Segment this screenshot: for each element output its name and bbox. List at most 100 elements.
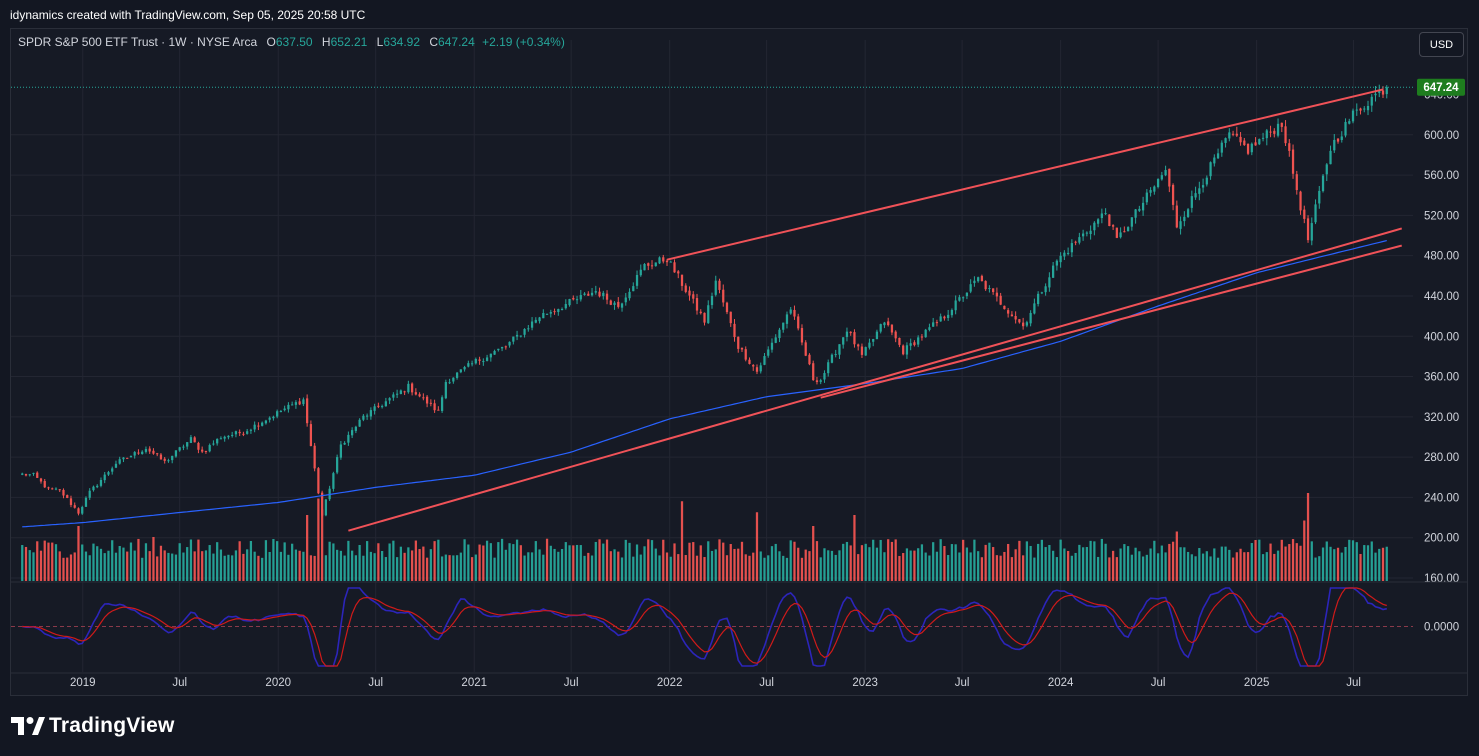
volume-bar: [1141, 556, 1145, 581]
candle-body: [572, 297, 575, 300]
volume-bar: [1040, 539, 1044, 581]
candle-up: [842, 337, 845, 349]
volume-bar: [1351, 540, 1355, 581]
candle-up: [493, 349, 496, 355]
volume-bar: [1209, 556, 1212, 581]
candle-body: [81, 507, 84, 514]
candle-up: [1066, 247, 1070, 256]
candle-down: [410, 382, 414, 396]
volume-bar: [512, 544, 515, 581]
volume-bar: [1108, 557, 1111, 581]
volume-bar: [47, 542, 50, 581]
candle-down: [163, 457, 166, 464]
candle-up: [1228, 128, 1231, 142]
volume-bar: [1070, 555, 1073, 581]
candle-down: [126, 457, 129, 459]
candle-up: [1119, 227, 1122, 239]
volume-bar: [171, 553, 174, 581]
candle-body: [984, 281, 987, 290]
candle-down: [377, 402, 380, 409]
candle-up: [620, 302, 624, 312]
volume-bar: [823, 548, 826, 581]
candle-down: [257, 422, 260, 431]
candle-down: [733, 319, 736, 342]
price-chart[interactable]: 640.00600.00560.00520.00480.00440.00400.…: [0, 0, 1479, 700]
candle-down: [722, 284, 725, 307]
candle-up: [392, 392, 395, 401]
candle-up: [482, 358, 485, 366]
currency-button[interactable]: USD: [1419, 32, 1464, 57]
volume-bar: [1239, 548, 1242, 581]
candle-body: [1246, 143, 1250, 154]
footer: [0, 697, 1479, 756]
volume-bar: [268, 551, 271, 581]
candle-up: [1198, 181, 1201, 201]
volume-bar: [238, 541, 241, 581]
volume-bar: [992, 547, 995, 581]
volume-bar: [624, 539, 627, 581]
volume-bar: [950, 544, 954, 581]
candle-body: [403, 391, 406, 393]
candle-body: [553, 311, 556, 313]
close-label: C: [429, 35, 439, 49]
candle-up: [1374, 85, 1377, 102]
volume-bar: [407, 547, 410, 581]
volume-bar: [965, 547, 969, 581]
volume-bar: [283, 542, 286, 581]
candle-body: [939, 316, 942, 322]
volume-bar: [159, 545, 163, 581]
volume-bar: [560, 548, 564, 581]
volume-bar: [733, 548, 736, 581]
candle-up: [624, 293, 627, 306]
candle-body: [152, 450, 155, 454]
candle-up: [1100, 208, 1103, 224]
candle-up: [246, 428, 249, 435]
candle-up: [838, 344, 841, 359]
candle-body: [1378, 90, 1381, 93]
candle-down: [894, 330, 897, 343]
candle-up: [171, 455, 174, 464]
candle-up: [575, 295, 579, 305]
candle-down: [1111, 224, 1115, 231]
candle-up: [268, 416, 271, 423]
candle-down: [1115, 227, 1118, 239]
candle-body: [1052, 265, 1055, 278]
volume-bar: [328, 541, 331, 581]
volume-bar: [81, 544, 84, 581]
candle-down: [684, 283, 687, 294]
candle-body: [1220, 142, 1223, 153]
candle-down: [1108, 214, 1111, 227]
volume-bar: [658, 555, 661, 581]
oscillator-axis-label: 0.0000: [1424, 622, 1459, 634]
volume-bar: [253, 551, 256, 581]
candle-body: [662, 257, 665, 262]
candle-body: [1141, 202, 1145, 211]
candle-up: [868, 338, 871, 350]
volume-bar: [369, 551, 372, 581]
last-price-label: 647.24: [1423, 82, 1459, 94]
candle-body: [126, 457, 129, 459]
candle-body: [257, 425, 260, 427]
candle-up: [632, 282, 635, 292]
volume-bar: [958, 552, 961, 581]
volume-bar: [1299, 545, 1302, 581]
candle-up: [635, 270, 639, 289]
volume-bar: [1160, 545, 1163, 581]
x-axis-tick-label: Jul: [368, 677, 383, 689]
candle-up: [928, 323, 931, 332]
volume-bar: [485, 540, 489, 581]
candle-body: [1235, 133, 1238, 136]
volume-bar: [1085, 547, 1088, 581]
tradingview-logo[interactable]: TradingView: [11, 713, 175, 739]
candle-body: [302, 399, 305, 405]
volume-bar: [924, 552, 927, 581]
volume-bar: [864, 543, 867, 581]
candle-down: [148, 446, 151, 454]
candle-down: [744, 346, 747, 362]
candle-up: [96, 484, 99, 489]
candle-up: [545, 313, 549, 315]
candle-up: [1348, 118, 1351, 125]
volume-bar: [298, 550, 301, 581]
candle-up: [1276, 118, 1280, 138]
volume-bar: [1119, 548, 1122, 581]
